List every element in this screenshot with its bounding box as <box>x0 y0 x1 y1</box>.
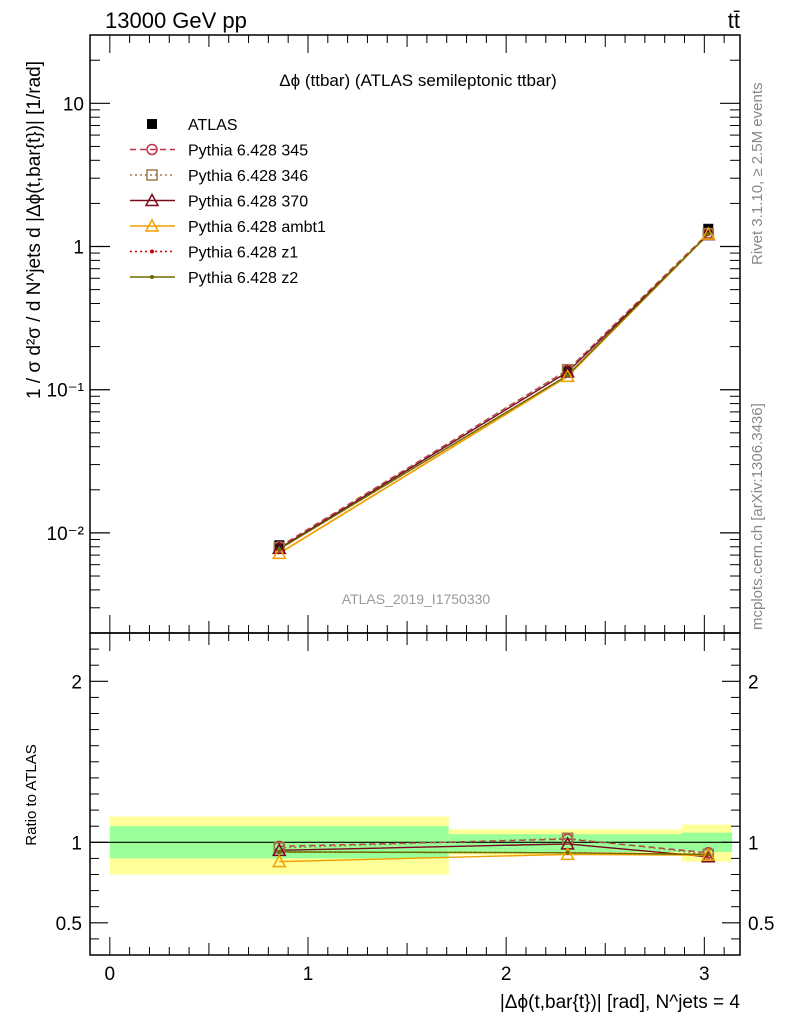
series-line <box>278 234 709 549</box>
legend-label: Pythia 6.428 370 <box>188 194 308 211</box>
ratio-data-point <box>701 847 716 861</box>
y-axis-label: 1 / σ d²σ / d N^jets d |Δϕ(t,bar{t})| [1… <box>24 61 45 399</box>
ratio-data-point <box>561 832 574 845</box>
ratio-y-label: Ratio to ATLAS <box>23 744 40 845</box>
energy-label: 13000 GeV pp <box>105 8 247 33</box>
legend-marker <box>146 169 158 181</box>
ratio-y-tick-label-right: 2 <box>748 672 759 693</box>
series-line <box>278 233 709 550</box>
legend-marker <box>150 249 154 254</box>
series-line <box>278 233 709 549</box>
ratio-y-tick-label: 1 <box>71 833 82 854</box>
y-tick-label: 1 <box>73 238 84 259</box>
ratio-data-point <box>565 850 570 855</box>
legend-label: ATLAS <box>188 117 238 134</box>
legend-marker <box>144 192 160 207</box>
x-tick-label: 0 <box>105 964 116 985</box>
ratio-y-tick-label: 0.5 <box>56 914 82 935</box>
data-point <box>565 373 570 378</box>
legend-label: Pythia 6.428 345 <box>188 143 308 160</box>
legend-label: Pythia 6.428 z1 <box>188 245 298 262</box>
x-tick-label: 1 <box>303 964 314 985</box>
watermark: ATLAS_2019_I1750330 <box>342 591 491 607</box>
ratio-data-point <box>701 849 716 863</box>
legend-label: Pythia 6.428 346 <box>188 168 308 185</box>
x-tick-label: 2 <box>501 964 512 985</box>
ratio-data-point <box>706 852 711 857</box>
ratio-series-line <box>279 838 709 854</box>
data-point <box>271 545 287 560</box>
legend-marker <box>146 143 158 156</box>
y-tick-label: 10 <box>63 94 84 115</box>
data-point <box>271 540 287 555</box>
legend-marker <box>144 218 160 232</box>
ratio-data-point <box>560 846 575 861</box>
main-panel: 10⁻² 10⁻¹ 1 10 Δϕ (ttbar) (ATLAS semilepton… <box>24 34 741 634</box>
process-label: tt̄ <box>728 8 740 33</box>
legend-marker <box>147 119 157 129</box>
data-point <box>701 226 716 240</box>
rivet-label: Rivet 3.1.10, ≥ 2.5M events <box>749 83 766 266</box>
ratio-series-line <box>279 837 709 856</box>
legend-label: Pythia 6.428 z2 <box>188 270 298 287</box>
data-point <box>277 547 282 552</box>
ratio-y-tick-label-right: 0.5 <box>748 914 774 935</box>
ratio-data-point <box>277 849 282 854</box>
ratio-data-point <box>271 854 287 868</box>
data-point <box>274 540 285 551</box>
y-tick-label: 10⁻² <box>47 524 85 545</box>
legend-marker <box>150 275 154 279</box>
x-axis-label: |Δϕ(t,bar{t})| [rad], N^jets = 4 <box>500 992 741 1013</box>
legend: ATLAS Pythia 6.428 345 Pythia 6.428 346 Pyt… <box>130 117 326 287</box>
y-tick-label: 10⁻¹ <box>47 381 85 402</box>
x-tick-label: 3 <box>699 964 710 985</box>
ratio-y-tick-label: 2 <box>71 672 82 693</box>
legend-label: Pythia 6.428 ambt1 <box>188 219 326 236</box>
ratio-panel: 0.5 0.5 1 1 2 2 0 1 2 3 Ratio to ATLAS |Δϕ(t,bar{… <box>23 632 774 1013</box>
series-line <box>278 232 709 548</box>
source-label: mcplots.cern.ch [arXiv:1306.3436] <box>749 403 766 630</box>
ratio-frame <box>89 632 741 956</box>
series-line <box>278 233 709 555</box>
data-point <box>560 368 575 383</box>
main-title: Δϕ (ttbar) (ATLAS semileptonic ttbar) <box>279 71 557 90</box>
data-point <box>706 232 711 237</box>
series-line <box>278 233 709 550</box>
ratio-y-tick-label-right: 1 <box>748 833 759 854</box>
